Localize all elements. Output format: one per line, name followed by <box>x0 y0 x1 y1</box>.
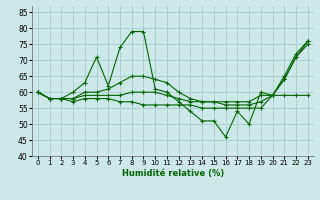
X-axis label: Humidité relative (%): Humidité relative (%) <box>122 169 224 178</box>
